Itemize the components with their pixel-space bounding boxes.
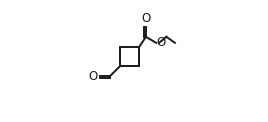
Text: O: O	[88, 70, 98, 83]
Text: O: O	[141, 12, 151, 25]
Text: O: O	[157, 36, 166, 49]
